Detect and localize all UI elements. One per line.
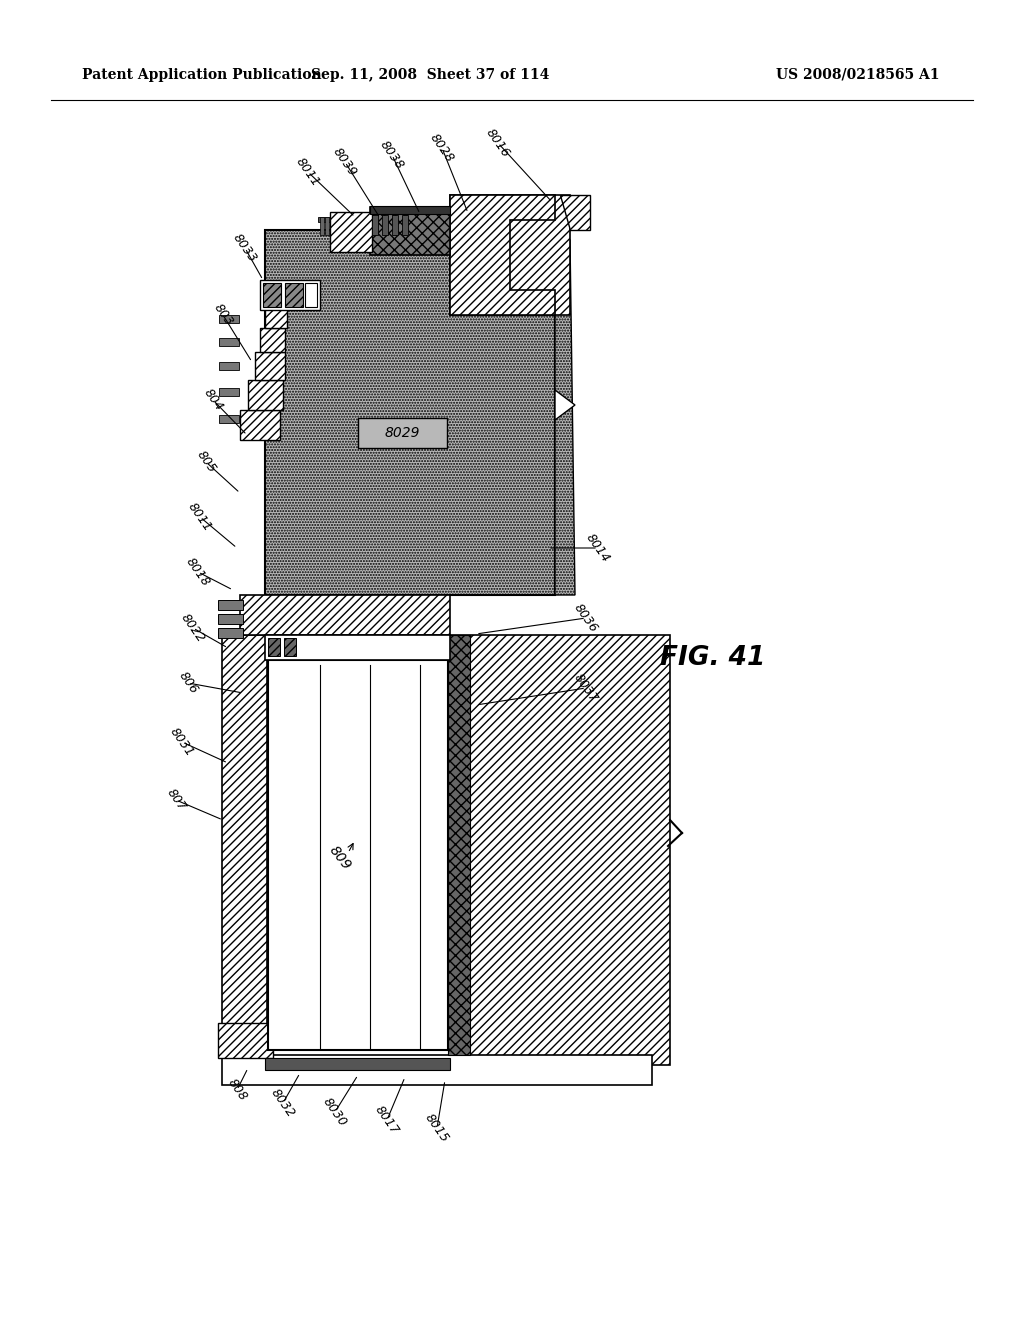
Text: 8022: 8022	[178, 611, 208, 645]
Bar	[240, 411, 280, 440]
Polygon shape	[555, 389, 575, 420]
Bar	[265, 308, 287, 327]
Bar	[318, 216, 330, 222]
Text: 805: 805	[194, 449, 218, 475]
Text: Patent Application Publication: Patent Application Publication	[82, 69, 322, 82]
Text: US 2008/0218565 A1: US 2008/0218565 A1	[776, 69, 940, 82]
Text: 8030: 8030	[321, 1096, 349, 1129]
Bar	[255, 352, 285, 380]
Bar	[450, 635, 670, 1065]
Text: 8016: 8016	[483, 127, 512, 160]
Text: 803: 803	[211, 301, 236, 329]
Text: FIG. 41: FIG. 41	[660, 645, 765, 671]
Text: 8011: 8011	[185, 500, 214, 533]
Bar	[222, 635, 267, 1055]
Text: 8037: 8037	[571, 671, 600, 705]
Bar	[392, 215, 398, 235]
Text: 807: 807	[164, 787, 188, 813]
Text: 8033: 8033	[230, 231, 259, 265]
Text: 8017: 8017	[373, 1104, 401, 1137]
Text: 8015: 8015	[423, 1111, 452, 1144]
Bar	[240, 595, 450, 635]
Text: 808: 808	[225, 1076, 249, 1104]
Bar	[265, 230, 555, 595]
Text: 8011: 8011	[294, 156, 323, 189]
Bar	[218, 614, 243, 624]
Bar	[268, 660, 449, 1049]
Bar	[370, 207, 450, 255]
Bar	[372, 215, 378, 235]
Bar	[284, 638, 296, 656]
Bar	[260, 327, 285, 352]
Bar	[330, 213, 372, 252]
Bar	[450, 195, 570, 315]
Text: 8038: 8038	[378, 139, 407, 172]
Polygon shape	[555, 230, 575, 595]
Text: 8028: 8028	[427, 131, 457, 165]
Bar	[219, 414, 239, 422]
Bar	[268, 638, 280, 656]
Bar	[248, 380, 283, 411]
Text: 806: 806	[176, 669, 201, 697]
Bar	[285, 282, 303, 308]
Bar	[218, 628, 243, 638]
Bar	[219, 388, 239, 396]
Bar	[325, 216, 329, 235]
Text: Sep. 11, 2008  Sheet 37 of 114: Sep. 11, 2008 Sheet 37 of 114	[311, 69, 549, 82]
Text: 8036: 8036	[571, 601, 600, 635]
Bar	[265, 635, 450, 660]
Bar	[370, 206, 450, 214]
Polygon shape	[560, 195, 590, 230]
Bar	[219, 315, 239, 323]
Bar	[402, 215, 408, 235]
Text: 809: 809	[327, 843, 353, 873]
Text: 804: 804	[201, 387, 225, 413]
Text: 8014: 8014	[584, 531, 612, 565]
Text: 8032: 8032	[268, 1086, 298, 1119]
Bar	[319, 216, 324, 235]
FancyBboxPatch shape	[358, 418, 447, 447]
Bar	[260, 280, 319, 310]
Polygon shape	[450, 195, 555, 315]
Bar	[263, 282, 281, 308]
Bar	[219, 338, 239, 346]
Text: 8039: 8039	[331, 145, 359, 178]
Text: 8018: 8018	[183, 556, 213, 589]
Text: 8031: 8031	[168, 725, 197, 759]
Bar	[382, 215, 388, 235]
Bar	[222, 1055, 652, 1085]
Bar	[265, 1059, 450, 1071]
Bar	[305, 282, 317, 308]
Text: 8029: 8029	[384, 426, 420, 440]
Bar	[218, 601, 243, 610]
Bar	[219, 362, 239, 370]
Bar	[449, 635, 470, 1055]
Bar	[218, 1023, 273, 1059]
